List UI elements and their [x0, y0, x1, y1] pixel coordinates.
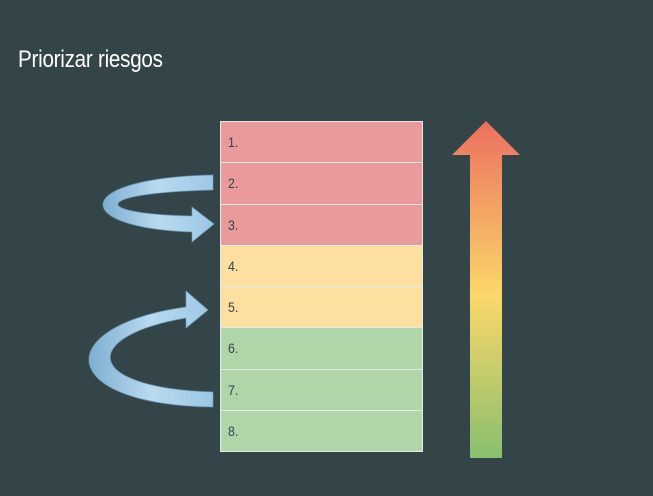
priority-scale-arrow-icon	[452, 121, 520, 458]
priority-row-label: 2.	[228, 175, 239, 192]
priority-row-label: 3.	[228, 216, 239, 233]
priority-row: 5.	[220, 286, 423, 329]
priority-row-label: 4.	[228, 257, 239, 274]
curved-arrow-right-icon	[88, 289, 214, 408]
priority-row-label: 5.	[228, 299, 239, 316]
priority-row: 2.	[220, 162, 423, 205]
priority-row: 8.	[220, 409, 423, 452]
slide-title: Priorizar riesgos	[18, 46, 163, 73]
priority-row-label: 7.	[228, 381, 239, 398]
priority-row-label: 1.	[228, 134, 239, 151]
curved-arrow-right-icon	[102, 174, 215, 244]
priority-row-label: 8.	[228, 422, 239, 439]
priority-row: 4.	[220, 244, 423, 287]
priority-row-label: 6.	[228, 340, 239, 357]
priority-row: 7.	[220, 368, 423, 411]
priority-row: 6.	[220, 327, 423, 370]
priority-list: 1. 2. 3. 4. 5. 6. 7. 8.	[220, 121, 423, 452]
priority-row: 1.	[220, 121, 423, 164]
priority-row: 3.	[220, 203, 423, 246]
